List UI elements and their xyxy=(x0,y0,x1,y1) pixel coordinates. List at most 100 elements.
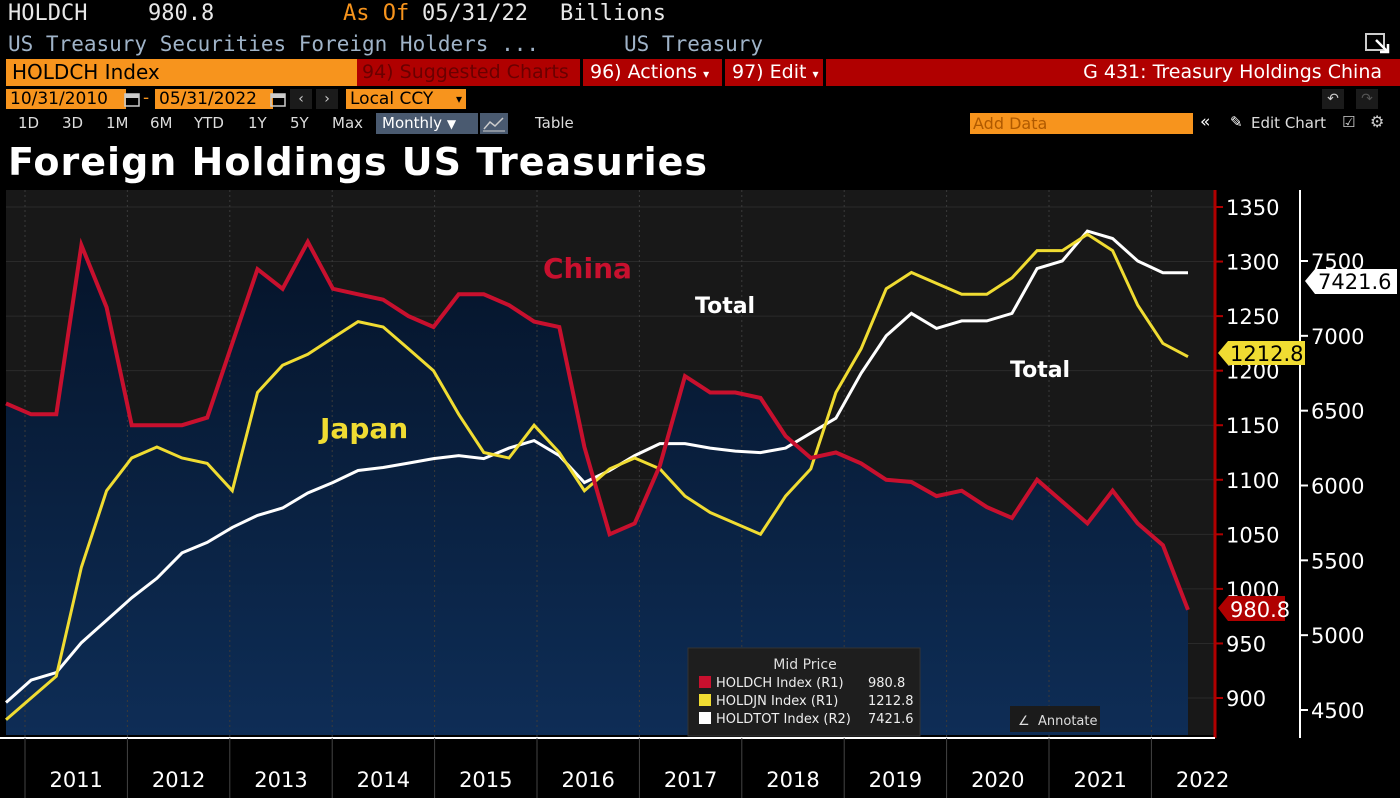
toolbar-divider xyxy=(722,59,725,86)
period-max[interactable]: Max xyxy=(332,114,364,132)
right-tick-label: 5500 xyxy=(1311,549,1364,573)
expand-icon[interactable] xyxy=(1364,32,1392,56)
left-tick-label: 950 xyxy=(1226,632,1266,656)
series-line-japan xyxy=(5,232,1189,721)
series-line-china xyxy=(5,237,1190,611)
badge-japan-value: 1212.8 xyxy=(1230,342,1303,366)
toolbar-divider xyxy=(580,59,583,86)
x-tick-label: 2020 xyxy=(971,768,1024,792)
x-gridlines xyxy=(24,190,1152,738)
left-tick-label: 1150 xyxy=(1226,414,1279,438)
annotation-total: Total xyxy=(695,294,755,319)
edit-label: 97) Edit xyxy=(732,61,807,83)
x-tick-label: 2021 xyxy=(1073,768,1126,792)
left-tick-label: 1300 xyxy=(1226,251,1279,275)
chevron-left-icon[interactable]: ‹ xyxy=(290,89,312,109)
start-date-field[interactable]: 10/31/2010 xyxy=(6,89,126,109)
actions-menu[interactable]: 96) Actions ▾ xyxy=(590,59,709,86)
legend-label-japan: HOLDJN Index (R1) xyxy=(716,694,838,709)
toolbar-red-bar xyxy=(357,59,1400,86)
security-field[interactable]: HOLDCH Index xyxy=(6,59,359,86)
x-axis-ticks: 2011 2012 2013 2014 2015 2016 2017 2018 2019 2020… xyxy=(24,738,1229,798)
edit-menu[interactable]: 97) Edit ▾ xyxy=(732,59,819,86)
pencil-icon: ∠ xyxy=(1018,714,1030,729)
pencil-icon[interactable]: ✎ xyxy=(1230,113,1243,131)
right-tick-label: 6000 xyxy=(1311,475,1364,499)
left-tick-label: 1350 xyxy=(1226,196,1279,220)
period-1m[interactable]: 1M xyxy=(106,114,129,132)
as-of-label: As Of xyxy=(343,1,410,26)
period-3d[interactable]: 3D xyxy=(62,114,84,132)
period-5y[interactable]: 5Y xyxy=(290,114,309,132)
x-tick-label: 2016 xyxy=(561,768,614,792)
legend-label-china: HOLDCH Index (R1) xyxy=(716,676,844,691)
x-tick-label: 2017 xyxy=(664,768,717,792)
badge-japan: 1212.8 xyxy=(1218,341,1305,366)
calendar-icon[interactable] xyxy=(124,91,140,107)
badge-total-value: 7421.6 xyxy=(1318,270,1391,294)
toolbar: HOLDCH Index 94) Suggested Charts 96) Ac… xyxy=(0,59,1400,87)
x-tick-label: 2019 xyxy=(869,768,922,792)
redo-icon[interactable]: ↷ xyxy=(1356,89,1378,109)
badge-china-value: 980.8 xyxy=(1230,598,1290,622)
frequency-label: Monthly xyxy=(382,114,443,132)
actions-label: 96) Actions xyxy=(590,61,698,83)
table-button[interactable]: Table xyxy=(535,114,574,132)
right-tick-label: 7000 xyxy=(1311,325,1364,349)
legend-swatch-total xyxy=(699,712,711,724)
left-tick-label: 1050 xyxy=(1226,523,1279,547)
currency-label: Local CCY xyxy=(350,89,434,109)
add-data-input[interactable]: Add Data xyxy=(970,113,1193,134)
legend-swatch-japan xyxy=(699,694,711,706)
period-6m[interactable]: 6M xyxy=(150,114,173,132)
as-of-date: 05/31/22 xyxy=(422,1,528,26)
header-row: HOLDCH 980.8 As Of 05/31/22 Billions xyxy=(0,0,1400,30)
chart: China Japan Total Total 9009501000105011… xyxy=(0,190,1397,798)
legend-value-total: 7421.6 xyxy=(868,712,914,727)
ticker: HOLDCH xyxy=(8,1,88,26)
toolbar-divider xyxy=(823,59,826,86)
settings-icon[interactable]: ⚙ xyxy=(1370,112,1385,131)
legend-swatch-china xyxy=(699,676,711,688)
legend-label-total: HOLDTOT Index (R2) xyxy=(716,712,851,727)
x-tick-label: 2015 xyxy=(459,768,512,792)
annotate-label: Annotate xyxy=(1038,714,1097,729)
left-tick-label: 900 xyxy=(1226,687,1266,711)
description: US Treasury Securities Foreign Holders .… xyxy=(8,32,540,56)
chevron-right-icon[interactable]: › xyxy=(316,89,338,109)
chart-title: Foreign Holdings US Treasuries xyxy=(8,140,708,184)
description-row: US Treasury Securities Foreign Holders .… xyxy=(0,30,1400,58)
caret-down-icon: ▾ xyxy=(812,67,819,81)
frequency-select[interactable]: Monthly ▼ xyxy=(376,113,478,134)
settings-icon[interactable]: ☑ xyxy=(1342,113,1356,131)
end-date-field[interactable]: 05/31/2022 xyxy=(155,89,273,109)
annotate-button[interactable]: ∠ Annotate xyxy=(1010,706,1100,732)
right-tick-label: 6500 xyxy=(1311,400,1364,424)
right-tick-label: 5000 xyxy=(1311,624,1364,648)
annotation-japan: Japan xyxy=(318,412,408,445)
calendar-icon[interactable] xyxy=(270,91,286,107)
period-1d[interactable]: 1D xyxy=(18,114,40,132)
line-chart-icon[interactable] xyxy=(480,113,508,134)
suggested-charts-button[interactable]: 94) Suggested Charts xyxy=(362,61,569,83)
currency-select[interactable]: Local CCY ▾ xyxy=(346,89,466,109)
source: US Treasury xyxy=(624,32,764,56)
x-tick-label: 2013 xyxy=(254,768,307,792)
date-separator: - xyxy=(143,88,150,108)
chart-name: G 431: Treasury Holdings China xyxy=(1083,61,1382,83)
last-value: 980.8 xyxy=(148,1,215,26)
edit-chart-button[interactable]: Edit Chart xyxy=(1251,114,1327,132)
right-tick-label: 4500 xyxy=(1311,699,1364,723)
x-tick-label: 2011 xyxy=(49,768,102,792)
chevron-double-left-icon[interactable]: « xyxy=(1200,112,1211,132)
caret-down-icon: ▼ xyxy=(446,117,457,131)
date-range-row: 10/31/2010 - 05/31/2022 ‹ › Local CCY ▾ ↶… xyxy=(0,88,1400,111)
period-1y[interactable]: 1Y xyxy=(248,114,267,132)
caret-down-icon: ▾ xyxy=(455,92,462,106)
undo-icon[interactable]: ↶ xyxy=(1322,89,1344,109)
china-area xyxy=(6,241,1188,735)
period-row: 1D 3D 1M 6M YTD 1Y 5Y Max Monthly ▼ Tabl… xyxy=(0,112,1400,136)
period-ytd[interactable]: YTD xyxy=(194,114,224,132)
